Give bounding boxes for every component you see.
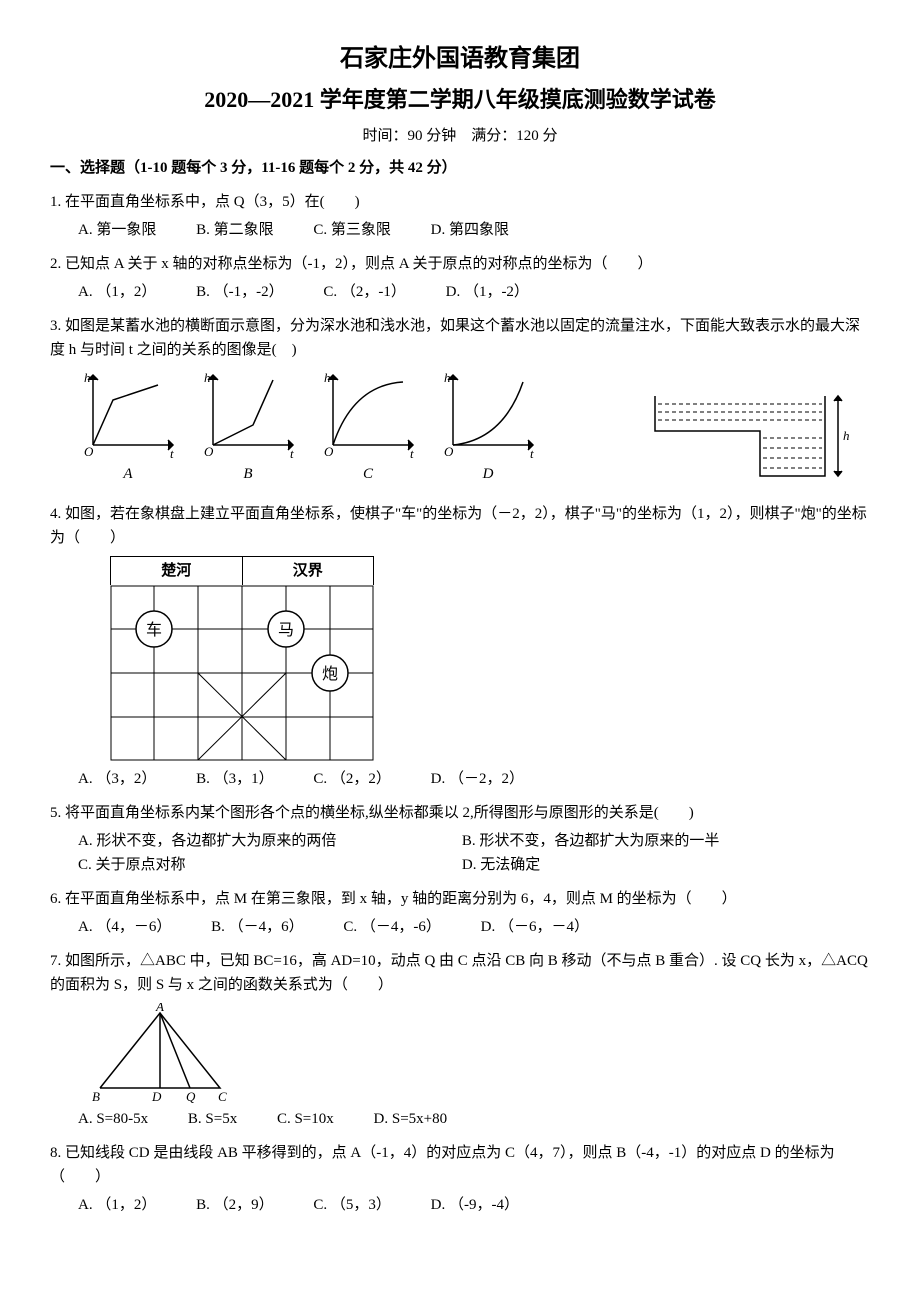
q8-opt-c: C. （5，3） — [313, 1193, 391, 1217]
question-2: 2. 已知点 A 关于 x 轴的对称点坐标为（-1，2），则点 A 关于原点的对… — [50, 252, 870, 276]
q7-lbl-d: D — [151, 1089, 162, 1103]
q1-opt-c: C. 第三象限 — [313, 218, 391, 242]
q6-opt-a: A. （4，－6） — [78, 915, 171, 939]
q5-opt-a: A. 形状不变，各边都扩大为原来的两倍 — [78, 829, 458, 853]
q1-opt-a: A. 第一象限 — [78, 218, 156, 242]
question-1: 1. 在平面直角坐标系中，点 Q（3，5）在( ) — [50, 190, 870, 214]
q4-opt-b: B. （3，1） — [196, 767, 274, 791]
q8-opt-a: A. （1，2） — [78, 1193, 156, 1217]
question-3-figures: h t O A h t O B — [78, 370, 870, 486]
q7-opt-c: C. S=10x — [277, 1107, 334, 1131]
question-6: 6. 在平面直角坐标系中，点 M 在第三象限，到 x 轴，y 轴的距离分别为 6… — [50, 887, 870, 911]
q6-opt-c: C. （－4，-6） — [343, 915, 441, 939]
q6-opt-d: D. （－6，－4） — [481, 915, 589, 939]
q3-fig-c: h t O C — [318, 370, 418, 486]
q4-banner-left: 楚河 — [111, 557, 243, 585]
axis-o: O — [444, 444, 454, 459]
q3-label-b: B — [198, 462, 298, 486]
question-6-options: A. （4，－6） B. （－4，6） C. （－4，-6） D. （－6，－4… — [78, 915, 870, 939]
question-1-options: A. 第一象限 B. 第二象限 C. 第三象限 D. 第四象限 — [78, 218, 870, 242]
question-4-options: A. （3，2） B. （3，1） C. （2，2） D. （－2，2） — [78, 767, 870, 791]
q3-fig-d: h t O D — [438, 370, 538, 486]
q3-label-c: C — [318, 462, 418, 486]
question-2-options: A. （1，2） B. （-1，-2） C. （2，-1） D. （1，-2） — [78, 280, 870, 304]
q2-opt-b: B. （-1，-2） — [196, 280, 284, 304]
org-title: 石家庄外国语教育集团 — [50, 40, 870, 78]
q4-opt-c: C. （2，2） — [313, 767, 391, 791]
q4-banner: 楚河 汉界 — [110, 556, 374, 585]
axis-t: t — [530, 446, 534, 460]
question-8-options: A. （1，2） B. （2，9） C. （5，3） D. （-9，-4） — [78, 1193, 870, 1217]
q2-opt-c: C. （2，-1） — [323, 280, 406, 304]
q8-opt-b: B. （2，9） — [196, 1193, 274, 1217]
axis-h: h — [204, 370, 211, 385]
q7-figure: A B D Q C — [90, 1003, 870, 1103]
axis-o: O — [324, 444, 334, 459]
q4-opt-d: D. （－2，2） — [431, 767, 524, 791]
q7-lbl-q: Q — [186, 1089, 196, 1103]
q5-opt-b: B. 形状不变，各边都扩大为原来的一半 — [462, 829, 842, 853]
q3-label-d: D — [438, 462, 538, 486]
q3-label-a: A — [78, 462, 178, 486]
question-4: 4. 如图，若在象棋盘上建立平面直角坐标系，使棋子"车"的坐标为（－2，2），棋… — [50, 502, 870, 550]
q2-opt-d: D. （1，-2） — [446, 280, 529, 304]
paper-meta: 时间：90 分钟 满分：120 分 — [50, 124, 870, 148]
axis-h: h — [324, 370, 331, 385]
piece-che: 车 — [146, 621, 162, 639]
axis-h: h — [84, 370, 91, 385]
section-1-heading: 一、选择题（1-10 题每个 3 分，11-16 题每个 2 分，共 42 分） — [50, 156, 870, 180]
q1-opt-b: B. 第二象限 — [196, 218, 274, 242]
axis-t: t — [290, 446, 294, 460]
question-7-options: A. S=80-5x B. S=5x C. S=10x D. S=5x+80 — [78, 1107, 870, 1131]
question-3: 3. 如图是某蓄水池的横断面示意图，分为深水池和浅水池，如果这个蓄水池以固定的流… — [50, 314, 870, 362]
q7-lbl-c: C — [218, 1089, 227, 1103]
paper-title: 2020—2021 学年度第二学期八年级摸底测验数学试卷 — [50, 82, 870, 117]
q2-opt-a: A. （1，2） — [78, 280, 156, 304]
pool-h-label: h — [843, 428, 850, 443]
q4-opt-a: A. （3，2） — [78, 767, 156, 791]
q3-fig-a: h t O A — [78, 370, 178, 486]
q7-lbl-a: A — [155, 1003, 164, 1014]
q4-board-svg: 车 马 炮 — [110, 585, 374, 761]
q1-opt-d: D. 第四象限 — [431, 218, 509, 242]
q8-opt-d: D. （-9，-4） — [431, 1193, 519, 1217]
q5-opt-c: C. 关于原点对称 — [78, 853, 458, 877]
question-8: 8. 已知线段 CD 是由线段 AB 平移得到的，点 A（-1，4）的对应点为 … — [50, 1141, 870, 1189]
axis-h: h — [444, 370, 451, 385]
axis-o: O — [204, 444, 214, 459]
q7-opt-a: A. S=80-5x — [78, 1107, 148, 1131]
q7-lbl-b: B — [92, 1089, 100, 1103]
piece-pao: 炮 — [322, 665, 338, 683]
axis-t: t — [170, 446, 174, 460]
q3-pool-diagram: h — [650, 376, 850, 486]
q4-banner-right: 汉界 — [243, 557, 374, 585]
q6-opt-b: B. （－4，6） — [211, 915, 304, 939]
piece-ma: 马 — [278, 621, 294, 639]
q3-fig-b: h t O B — [198, 370, 298, 486]
question-5: 5. 将平面直角坐标系内某个图形各个点的横坐标,纵坐标都乘以 2,所得图形与原图… — [50, 801, 870, 825]
q7-opt-d: D. S=5x+80 — [374, 1107, 448, 1131]
q4-chessboard: 楚河 汉界 车 马 炮 — [110, 556, 870, 761]
question-7: 7. 如图所示，△ABC 中，已知 BC=16，高 AD=10，动点 Q 由 C… — [50, 949, 870, 997]
axis-o: O — [84, 444, 94, 459]
q7-opt-b: B. S=5x — [188, 1107, 237, 1131]
q5-opt-d: D. 无法确定 — [462, 853, 842, 877]
axis-t: t — [410, 446, 414, 460]
question-5-options: A. 形状不变，各边都扩大为原来的两倍 B. 形状不变，各边都扩大为原来的一半 … — [78, 829, 870, 877]
